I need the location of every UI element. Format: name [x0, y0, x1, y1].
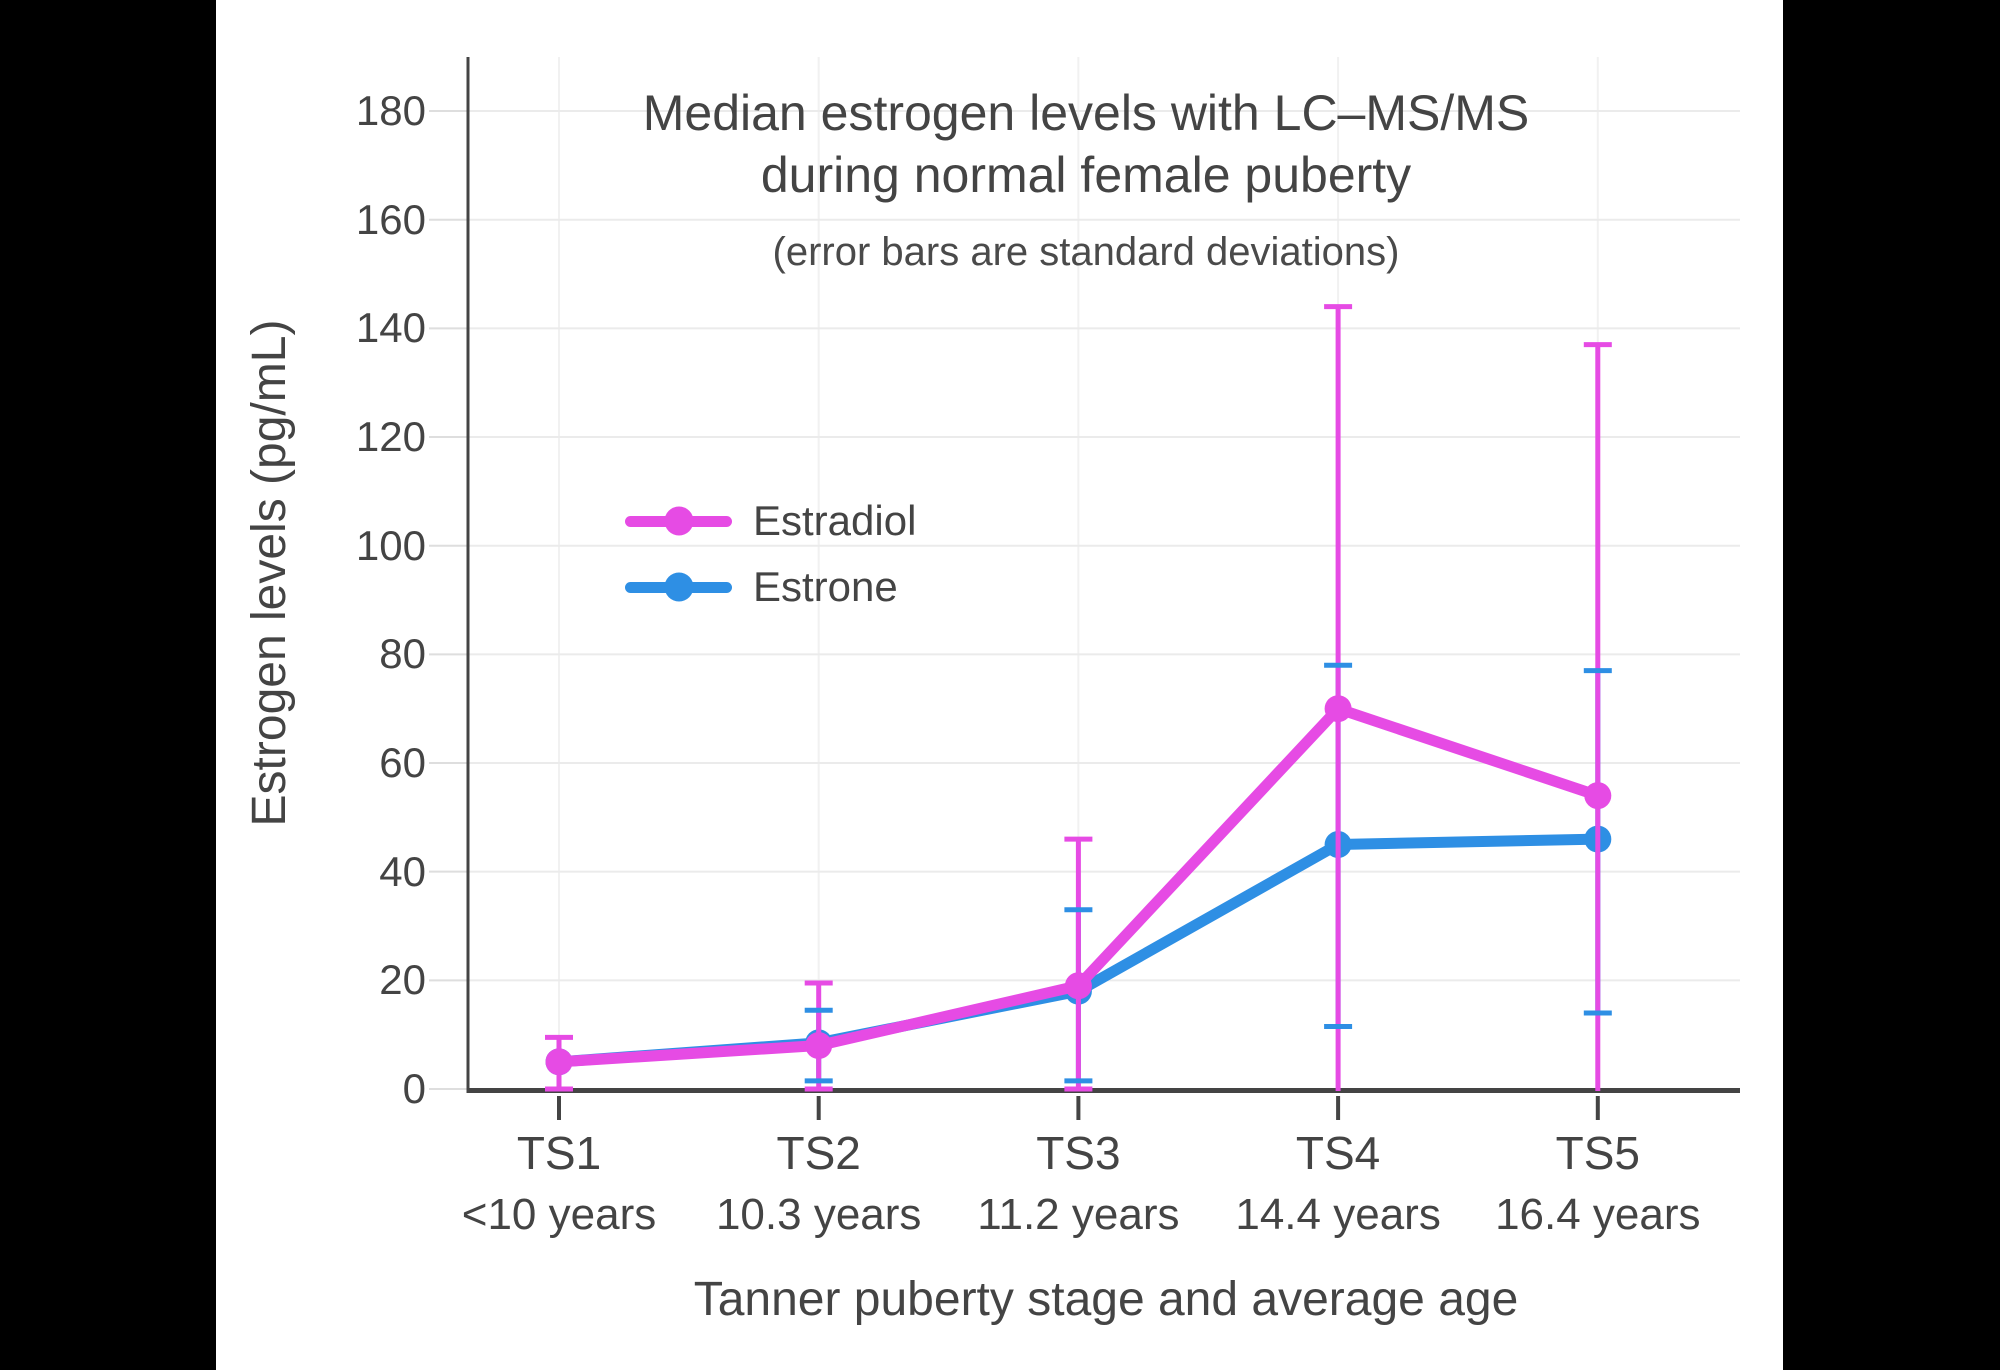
estradiol-marker-icon — [664, 506, 693, 536]
estrone-line-swatch — [625, 572, 732, 602]
y-tick-label: 20 — [379, 956, 426, 1004]
y-tick-label: 140 — [355, 304, 426, 352]
estradiol-line-swatch — [625, 506, 732, 536]
y-tick-label: 80 — [379, 630, 426, 678]
x-axis-title: Tanner puberty stage and average age — [693, 1273, 1519, 1326]
legend: Estradiol Estrone — [625, 488, 916, 620]
y-tick-label: 0 — [402, 1065, 426, 1112]
legend-label-estrone: Estrone — [753, 563, 898, 610]
y-tick-label: 60 — [379, 739, 426, 787]
y-tick-label: 40 — [379, 847, 426, 895]
chart-title-line1: Median estrogen levels with LC–MS/MS — [642, 85, 1530, 141]
y-tick-label: 100 — [355, 521, 426, 569]
plot-area — [429, 57, 1740, 1120]
x-tick-age-label: <10 years — [461, 1190, 657, 1239]
chart-title-line2: during normal female puberty — [760, 147, 1412, 203]
x-tick-stage-label: TS4 — [1295, 1127, 1381, 1179]
x-tick-stage-label: TS2 — [776, 1127, 861, 1179]
estradiol-markers — [545, 695, 1612, 1076]
x-tick-age-label: 10.3 years — [715, 1190, 922, 1239]
legend-item-estradiol[interactable]: Estradiol — [625, 488, 916, 554]
x-tick-stage-label: TS5 — [1555, 1127, 1640, 1179]
x-tick-marks — [557, 1096, 1600, 1120]
x-tick-age-label: 16.4 years — [1495, 1190, 1701, 1239]
y-tick-label: 160 — [355, 195, 426, 243]
y-tick-label: 180 — [355, 87, 426, 135]
legend-label-estradiol: Estradiol — [753, 497, 917, 544]
chart-subtitle: (error bars are standard deviations) — [772, 230, 1400, 274]
x-tick-age-label: 11.2 years — [977, 1190, 1180, 1239]
x-tick-stage-label: TS1 — [516, 1127, 602, 1179]
y-tick-marks — [429, 110, 468, 1090]
legend-item-estrone[interactable]: Estrone — [625, 554, 916, 620]
estrone-marker-icon — [664, 572, 693, 602]
x-tick-stage-label: TS3 — [1036, 1127, 1121, 1179]
x-tick-age-label: 14.4 years — [1235, 1190, 1441, 1239]
y-tick-label: 120 — [355, 413, 426, 461]
estrone-error-caps — [804, 662, 1612, 1084]
chart-panel: Median estrogen levels with LC–MS/MS dur… — [216, 0, 1783, 1370]
